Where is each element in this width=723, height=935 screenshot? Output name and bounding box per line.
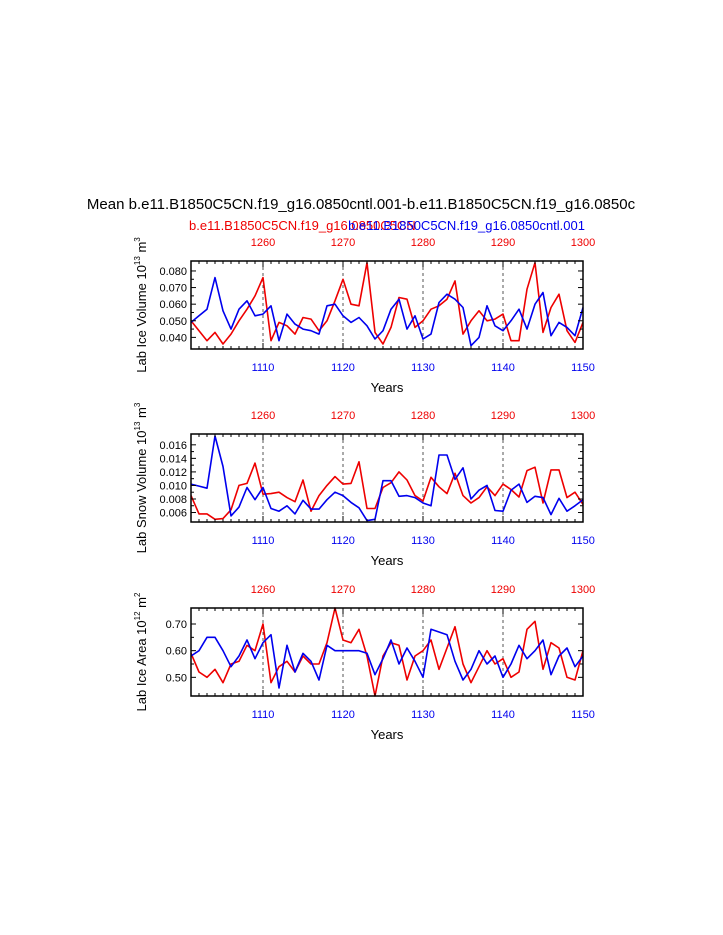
- y-tick-label: 0.012: [159, 467, 187, 479]
- y-axis-label-superscript: 12: [133, 611, 142, 620]
- x-bottom-tick-label: 1130: [411, 709, 435, 721]
- y-tick-label: 0.040: [159, 332, 187, 344]
- series-line-red: [190, 261, 584, 345]
- y-axis-label-superscript: 13: [133, 256, 142, 265]
- y-axis-label-superscript: 3: [133, 402, 142, 407]
- x-top-tick-label: 1280: [411, 237, 435, 249]
- panel-ice-area: 0.50 0.60 0.70 1110 1120 1130 1140 1150 1260 1270…: [133, 584, 595, 742]
- series-line-blue: [190, 276, 584, 347]
- x-bottom-tick-label: 1120: [331, 709, 355, 721]
- y-tick-label: 0.50: [166, 672, 187, 684]
- x-axis-label: Years: [371, 553, 404, 568]
- plot-frame: [190, 607, 584, 697]
- y-tick-label: 0.010: [159, 480, 187, 492]
- y-axis-label-superscript: 3: [133, 237, 142, 242]
- y-tick-label: 0.080: [159, 266, 187, 278]
- y-tick-label: 0.016: [159, 440, 187, 452]
- y-axis-label: Lab Ice Volume 1013 m3: [133, 237, 149, 373]
- x-top-tick-label: 1270: [331, 584, 355, 596]
- y-axis-label-part: m: [134, 242, 149, 256]
- x-bottom-tick-label: 1120: [331, 362, 355, 374]
- plot-frame: [190, 433, 584, 523]
- series-line-blue: [190, 628, 584, 689]
- y-tick-label: 0.060: [159, 299, 187, 311]
- x-bottom-tick-label: 1120: [331, 535, 355, 547]
- x-bottom-tick-label: 1150: [571, 362, 595, 374]
- x-top-tick-label: 1270: [331, 410, 355, 422]
- x-top-tick-label: 1290: [491, 584, 515, 596]
- y-tick-label: 0.014: [159, 453, 187, 465]
- y-axis-label-part: Lab Snow Volume 10: [134, 430, 149, 553]
- panel-ice-volume: 0.040 0.050 0.060 0.070 0.080 1110 1120 1130 114…: [133, 237, 595, 395]
- x-bottom-tick-label: 1150: [571, 709, 595, 721]
- y-axis-label: Lab Snow Volume 1013 m3: [133, 402, 149, 553]
- x-top-tick-label: 1300: [571, 237, 595, 249]
- y-axis-label: Lab Ice Area 1012 m2: [133, 592, 149, 711]
- plot-frame: [190, 260, 584, 350]
- x-top-tick-label: 1290: [491, 410, 515, 422]
- y-tick-label: 0.008: [159, 494, 187, 506]
- y-axis-label-part: Lab Ice Area 10: [134, 620, 149, 711]
- x-top-tick-label: 1300: [571, 584, 595, 596]
- x-top-tick-label: 1260: [251, 410, 275, 422]
- y-axis-label-part: m: [134, 597, 149, 611]
- y-tick-label: 0.050: [159, 316, 187, 328]
- y-tick-label: 0.70: [166, 619, 187, 631]
- x-axis-label: Years: [371, 727, 404, 742]
- y-axis-label-part: Lab Ice Volume 10: [134, 265, 149, 373]
- y-tick-label: 0.070: [159, 283, 187, 295]
- series-line-red: [190, 460, 584, 521]
- series-line-red: [190, 607, 584, 697]
- y-axis-label-superscript: 2: [133, 592, 142, 597]
- subtitle-case-red: b.e11.B1850C5CN.f19_g16.0850C5CN: [189, 218, 416, 233]
- x-bottom-tick-label: 1110: [252, 709, 275, 721]
- x-axis-label: Years: [371, 380, 404, 395]
- x-top-tick-label: 1260: [251, 584, 275, 596]
- x-bottom-tick-label: 1130: [411, 362, 435, 374]
- x-top-tick-label: 1270: [331, 237, 355, 249]
- main-title: Mean b.e11.B1850C5CN.f19_g16.0850cntl.00…: [87, 196, 636, 213]
- x-bottom-tick-label: 1140: [491, 709, 515, 721]
- x-top-tick-label: 1280: [411, 584, 435, 596]
- y-tick-label: 0.006: [159, 508, 187, 520]
- x-bottom-tick-label: 1140: [491, 362, 515, 374]
- series-line-blue: [190, 435, 584, 522]
- x-top-tick-label: 1260: [251, 237, 275, 249]
- x-bottom-tick-label: 1140: [491, 535, 515, 547]
- subtitle-case-blue: b.e11.B1850C5CN.f19_g16.0850cntl.001: [348, 218, 585, 233]
- y-axis-label-superscript: 13: [133, 421, 142, 430]
- x-bottom-tick-label: 1110: [252, 362, 275, 374]
- x-top-tick-label: 1300: [571, 410, 595, 422]
- y-axis-label-part: m: [134, 407, 149, 421]
- x-bottom-tick-label: 1110: [252, 535, 275, 547]
- x-bottom-tick-label: 1150: [571, 535, 595, 547]
- x-bottom-tick-label: 1130: [411, 535, 435, 547]
- x-top-tick-label: 1290: [491, 237, 515, 249]
- x-top-tick-label: 1280: [411, 410, 435, 422]
- y-tick-label: 0.60: [166, 646, 187, 658]
